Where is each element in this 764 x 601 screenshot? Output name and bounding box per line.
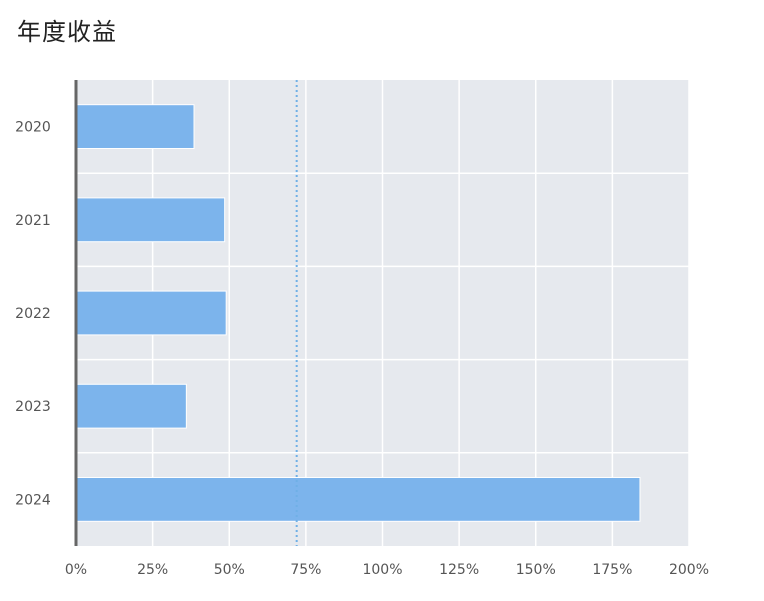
chart-title: 年度收益 xyxy=(17,18,117,46)
y-tick-label: 2023 xyxy=(15,399,51,415)
y-tick-label: 2022 xyxy=(15,306,51,322)
bar-2020 xyxy=(75,104,195,150)
x-tick-label: 125% xyxy=(439,562,479,578)
x-tick-label: 75% xyxy=(290,562,321,578)
grid-lines xyxy=(75,80,690,546)
x-tick-label: 50% xyxy=(214,562,245,578)
x-tick-label: 150% xyxy=(516,562,556,578)
x-tick-label: 25% xyxy=(137,562,168,578)
bar-2024 xyxy=(75,476,641,522)
x-tick-label: 100% xyxy=(362,562,402,578)
x-tick-label: 175% xyxy=(592,562,632,578)
bar-2021 xyxy=(75,197,226,243)
bar-2023 xyxy=(75,383,187,429)
bar-2022 xyxy=(75,290,227,336)
x-tick-label: 0% xyxy=(65,562,87,578)
x-tick-label: 200% xyxy=(669,562,709,578)
y-tick-label: 2024 xyxy=(15,492,51,508)
y-tick-label: 2021 xyxy=(15,213,51,229)
y-tick-label: 2020 xyxy=(15,120,51,136)
bars xyxy=(75,104,641,522)
y-tick-labels: 2020 2021 2022 2023 2024 xyxy=(15,120,51,509)
x-tick-labels: 0% 25% 50% 75% 100% 125% 150% 175% 200% xyxy=(65,562,709,578)
